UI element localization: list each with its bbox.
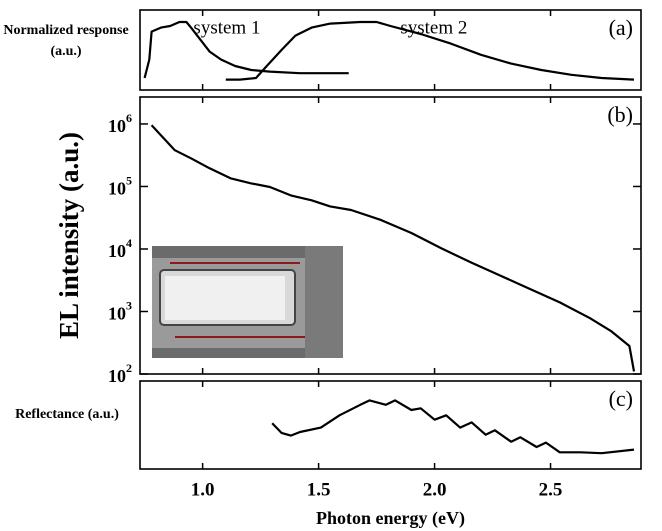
x-tick-label: 2.5 [539, 479, 563, 500]
data-line [150, 124, 636, 372]
x-tick-label: 1.0 [191, 479, 215, 500]
panel-label: (c) [609, 386, 633, 411]
y-tick-base: 10 [108, 241, 126, 261]
y-axis-label: Normalized response (a.u.) [3, 23, 129, 59]
y-tick-label: 102 [108, 361, 132, 386]
panel-frame [139, 96, 642, 375]
y-tick-exponent: 4 [126, 236, 132, 250]
inset-photo [152, 246, 343, 358]
y-tick-base: 10 [108, 116, 126, 136]
x-axis-label: Photon energy (eV) [316, 508, 465, 529]
series-label: system 1 [193, 17, 260, 38]
y-tick-base: 10 [108, 366, 126, 386]
panel-label: (a) [609, 15, 633, 40]
series-line [143, 20, 349, 79]
y-tick-label: 103 [108, 298, 132, 323]
y-tick-exponent: 3 [126, 298, 132, 312]
series-line [225, 20, 635, 81]
y-tick-exponent: 6 [126, 111, 132, 125]
panel-label: (b) [607, 102, 633, 127]
panel-frame [139, 9, 642, 91]
y-tick-exponent: 2 [126, 361, 132, 375]
x-tick-label: 2.0 [423, 479, 447, 500]
y-tick-base: 10 [108, 304, 126, 324]
panel-frame [139, 380, 642, 470]
y-tick-exponent: 5 [126, 173, 132, 187]
y-tick-label: 104 [108, 236, 132, 261]
data-line [271, 399, 635, 455]
y-tick-label: 105 [108, 173, 132, 198]
y-tick-base: 10 [108, 179, 126, 199]
y-axis-label: Reflectance (a.u.) [15, 407, 119, 422]
y-tick-label: 106 [108, 111, 132, 136]
series-label: system 2 [400, 17, 467, 38]
y-axis-label: EL intensity (a.u.) [54, 132, 84, 339]
x-tick-label: 1.5 [307, 479, 331, 500]
